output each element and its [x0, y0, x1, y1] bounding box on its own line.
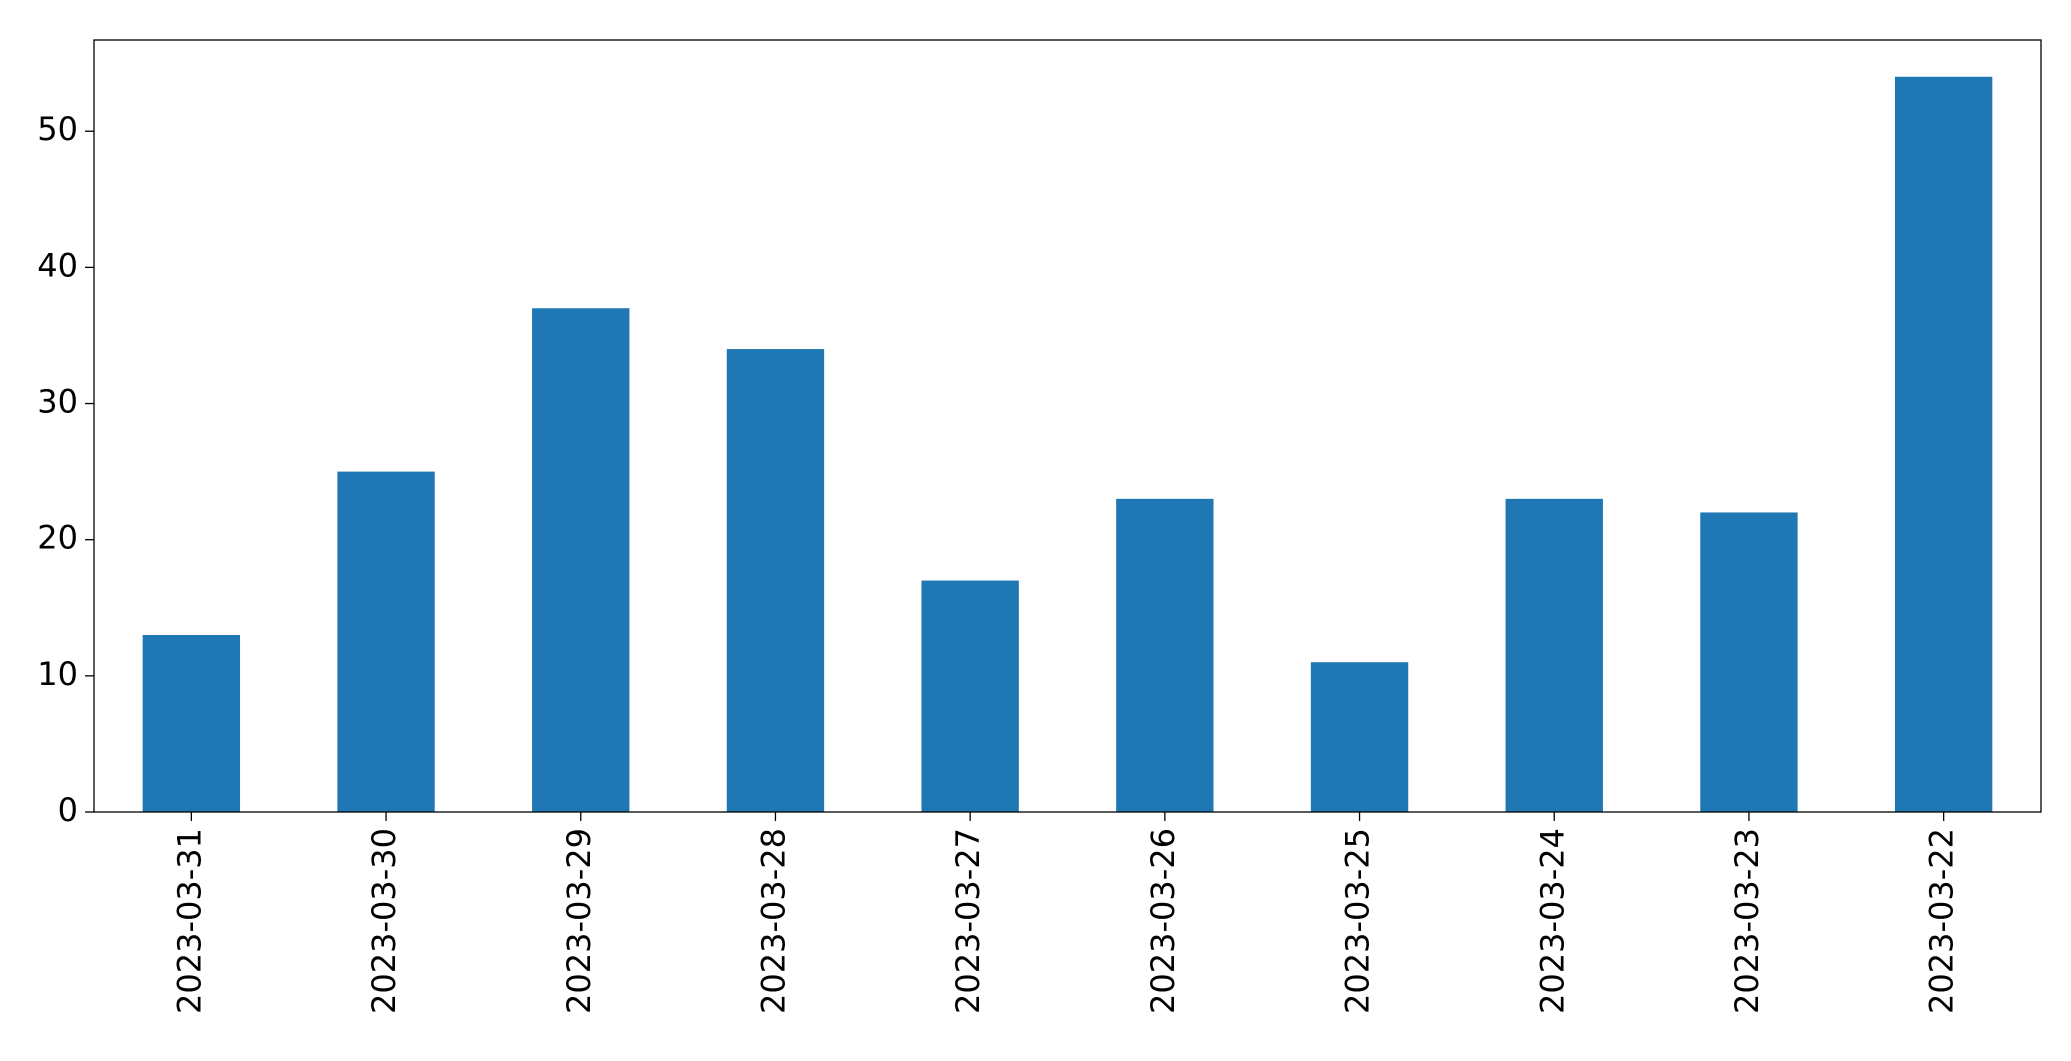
- bar: [142, 634, 241, 812]
- y-tick-label: 20: [37, 519, 78, 557]
- x-tick-label: 2023-03-23: [1728, 828, 1766, 1014]
- x-tick-label: 2023-03-30: [365, 828, 403, 1014]
- y-tick-label: 10: [37, 655, 78, 693]
- bar: [1700, 512, 1798, 812]
- x-tick-label: 2023-03-31: [170, 828, 208, 1014]
- y-tick-label: 30: [37, 383, 78, 421]
- bar: [532, 308, 630, 812]
- y-tick-label: 50: [37, 110, 78, 148]
- x-tick-label: 2023-03-28: [754, 828, 792, 1014]
- bar: [726, 349, 825, 812]
- x-tick-label: 2023-03-27: [949, 828, 987, 1014]
- x-tick-label: 2023-03-25: [1339, 828, 1377, 1014]
- plot-frame: [93, 39, 2042, 813]
- bar: [1310, 662, 1409, 812]
- bar: [1505, 498, 1603, 812]
- bar: [337, 471, 435, 812]
- bar: [1116, 498, 1214, 812]
- bar: [921, 580, 1019, 812]
- x-tick-label: 2023-03-26: [1144, 828, 1182, 1014]
- y-tick-label: 40: [37, 246, 78, 284]
- y-tick-label: 0: [58, 791, 78, 829]
- x-tick-label: 2023-03-29: [560, 828, 598, 1014]
- x-tick-label: 2023-03-22: [1923, 828, 1961, 1014]
- bar: [1894, 76, 1993, 812]
- x-tick-label: 2023-03-24: [1533, 828, 1571, 1014]
